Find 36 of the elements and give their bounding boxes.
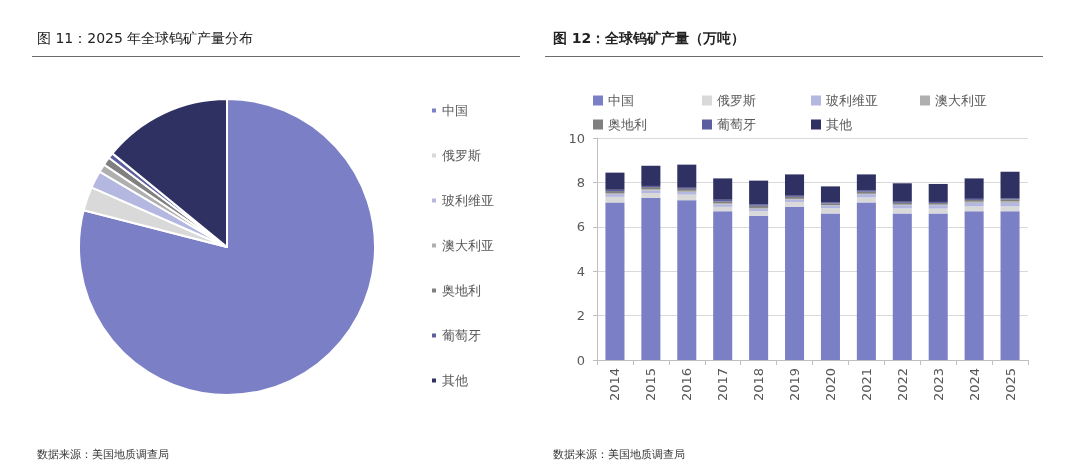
legend-label: 葡萄牙 bbox=[442, 328, 481, 343]
legend-label: 玻利维亚 bbox=[442, 193, 494, 208]
source-note: 数据来源：美国地质调查局 bbox=[553, 448, 685, 462]
legend-label: 玻利维亚 bbox=[826, 93, 878, 108]
y-tick-label: 6 bbox=[576, 219, 585, 235]
x-tick-label: 2015 bbox=[643, 368, 659, 402]
chart-title: 图 12：全球钨矿产量（万吨） bbox=[545, 26, 1043, 57]
source-note: 数据来源：美国地质调查局 bbox=[37, 448, 169, 462]
legend-label: 中国 bbox=[442, 103, 468, 118]
x-tick-label: 2019 bbox=[787, 368, 803, 402]
legend-label: 中国 bbox=[608, 93, 634, 108]
y-tick-label: 8 bbox=[576, 174, 585, 190]
legend-label: 奥地利 bbox=[442, 283, 481, 298]
y-tick-label: 4 bbox=[576, 263, 585, 279]
x-tick-label: 2022 bbox=[894, 368, 910, 402]
legend-label: 其他 bbox=[826, 117, 852, 132]
legend-label: 奥地利 bbox=[608, 117, 647, 132]
x-tick-label: 2014 bbox=[607, 368, 623, 402]
legend-label: 葡萄牙 bbox=[717, 117, 756, 132]
x-tick-label: 2021 bbox=[858, 368, 874, 402]
x-tick-label: 2020 bbox=[822, 368, 838, 402]
y-tick-label: 10 bbox=[568, 130, 585, 146]
x-tick-label: 2016 bbox=[679, 368, 695, 402]
legend-label: 俄罗斯 bbox=[442, 148, 481, 163]
y-tick-label: 0 bbox=[576, 352, 585, 368]
legend-label: 俄罗斯 bbox=[717, 93, 756, 108]
legend-label: 澳大利亚 bbox=[442, 238, 494, 253]
y-tick-label: 2 bbox=[576, 308, 585, 324]
x-tick-label: 2023 bbox=[930, 368, 946, 402]
x-tick-label: 2018 bbox=[751, 368, 767, 402]
legend-label: 其他 bbox=[442, 373, 468, 388]
x-tick-label: 2025 bbox=[1002, 368, 1018, 402]
chart-title: 图 11：2025 年全球钨矿产量分布 bbox=[32, 26, 520, 57]
x-tick-label: 2024 bbox=[966, 368, 982, 402]
legend-label: 澳大利亚 bbox=[935, 93, 987, 108]
x-tick-label: 2017 bbox=[715, 368, 731, 402]
